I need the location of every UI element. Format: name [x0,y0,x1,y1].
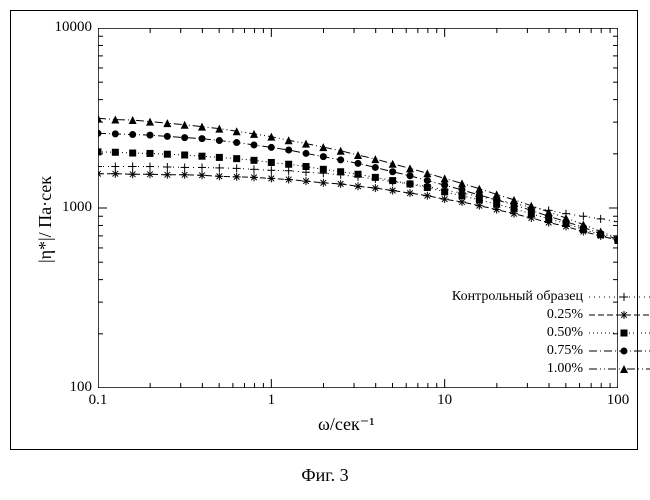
legend-row: Контрольный образец [443,288,650,306]
tick-label: 1000 [42,199,92,216]
legend-label: 1.00% [443,361,583,377]
legend-swatch [589,290,650,304]
legend-label: 0.50% [443,325,583,341]
legend-row: 1.00% [443,360,650,378]
legend-swatch [589,308,650,322]
legend-swatch [589,344,650,358]
legend: Контрольный образец 0.25% 0.50% 0.75% 1.00% [443,288,650,378]
tick-label: 10 [420,392,470,409]
x-axis-label: ω/сек⁻¹ [318,414,375,435]
legend-label: Контрольный образец [443,289,583,305]
tick-label: 100 [593,392,643,409]
legend-label: 0.75% [443,343,583,359]
tick-label: 10000 [42,19,92,36]
figure-frame: |η*|/ Па·сек ω/сек⁻¹ Контрольный образец… [0,0,650,500]
legend-row: 0.25% [443,306,650,324]
legend-label: 0.25% [443,307,583,323]
tick-label: 100 [42,379,92,396]
legend-swatch [589,362,650,376]
y-axis-label: |η*|/ Па·сек [35,176,56,263]
legend-swatch [589,326,650,340]
legend-row: 0.75% [443,342,650,360]
figure-caption: Фиг. 3 [0,465,650,486]
legend-row: 0.50% [443,324,650,342]
tick-label: 1 [246,392,296,409]
